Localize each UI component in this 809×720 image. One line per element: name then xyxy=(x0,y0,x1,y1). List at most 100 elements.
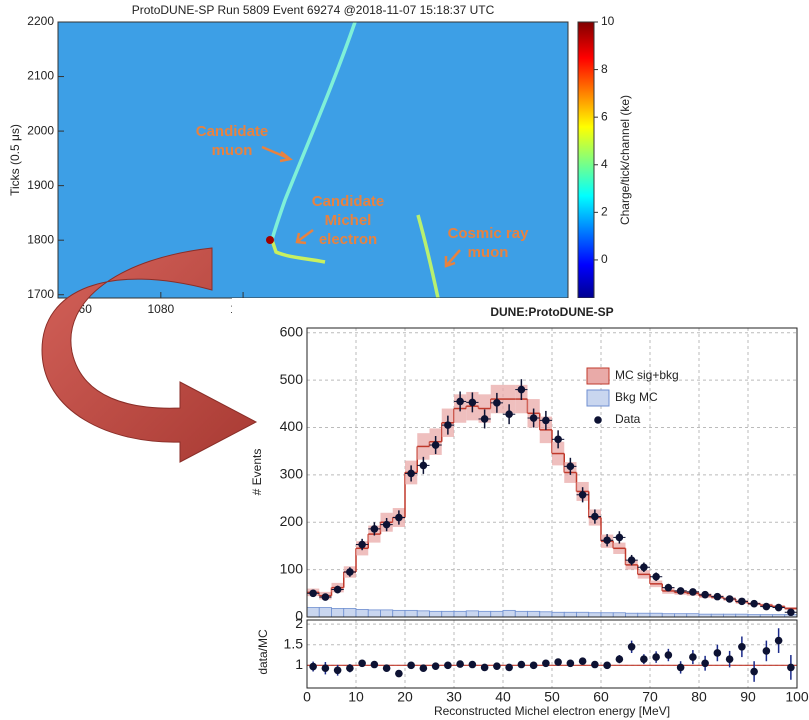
annotation: muon xyxy=(468,244,509,261)
colorbar-tick-label: 2 xyxy=(601,205,608,219)
data-point xyxy=(578,490,587,499)
ratio-point xyxy=(640,655,648,663)
y-tick-label: 1900 xyxy=(27,178,54,192)
bragg-peak xyxy=(266,236,274,244)
bkg-bar xyxy=(551,611,565,618)
data-point xyxy=(419,461,428,470)
ratio-point xyxy=(713,649,722,657)
data-point xyxy=(664,583,673,592)
x-tick-label: 60 xyxy=(593,689,609,705)
y-tick-label: 500 xyxy=(280,371,304,387)
bkg-bar xyxy=(465,610,479,618)
ratio-point xyxy=(774,636,783,645)
y-tick-label: 300 xyxy=(280,466,304,482)
bkg-bar xyxy=(539,611,553,618)
event-display: ProtoDUNE-SP Run 5809 Event 69274 @2018-… xyxy=(8,3,632,316)
annotation-arrow xyxy=(261,145,293,163)
muon-track xyxy=(270,21,357,241)
ratio-point xyxy=(542,659,550,668)
ratio-point xyxy=(321,664,330,673)
data-point xyxy=(529,414,538,422)
data-point xyxy=(591,512,599,521)
data-point xyxy=(505,410,513,419)
x-axis-label: Reconstructed Michel electron energy [Me… xyxy=(434,704,670,718)
legend-marker xyxy=(594,416,602,424)
x-tick-label: 80 xyxy=(691,689,707,705)
ratio-point xyxy=(431,662,440,670)
ratio-point xyxy=(444,661,452,670)
ratio-point xyxy=(603,661,611,670)
legend-label: MC sig+bkg xyxy=(615,368,679,382)
x-tick-label: 0 xyxy=(303,689,311,705)
x-tick-label: 50 xyxy=(544,689,560,705)
ratio-point xyxy=(689,653,697,661)
data-point xyxy=(444,421,452,429)
data-point xyxy=(395,513,403,522)
bkg-bar xyxy=(563,611,577,618)
ratio-point xyxy=(750,667,758,676)
ratio-point xyxy=(652,653,660,661)
bkg-bar xyxy=(392,609,406,618)
bkg-bar xyxy=(637,612,651,618)
y-tick-label: 2100 xyxy=(27,69,54,83)
ratio-point xyxy=(333,666,342,675)
bkg-bar xyxy=(600,612,614,618)
data-point xyxy=(554,435,562,444)
x-tick-label: 30 xyxy=(446,689,462,705)
ratio-point xyxy=(456,660,464,668)
chart-title: DUNE:ProtoDUNE-SP xyxy=(490,305,613,319)
data-point xyxy=(370,525,379,533)
y-axis-label: # Events xyxy=(250,449,264,496)
bkg-bar xyxy=(453,610,467,618)
colorbar-tick-label: 6 xyxy=(601,109,608,123)
transition-arrow xyxy=(41,247,258,463)
ratio-point xyxy=(358,659,366,668)
y-tick-label: 400 xyxy=(280,418,304,434)
data-point xyxy=(701,590,709,599)
x-tick-label: 90 xyxy=(740,689,756,705)
x-tick-label: 20 xyxy=(397,689,413,705)
bkg-bar xyxy=(441,610,455,618)
annotation-arrow xyxy=(444,249,461,268)
data-point xyxy=(615,533,624,542)
annotation: Cosmic ray xyxy=(448,225,530,242)
data-point xyxy=(480,415,489,423)
ratio-point xyxy=(517,660,526,669)
legend-label: Data xyxy=(615,412,641,426)
x-tick-label: 10 xyxy=(348,689,364,705)
y-tick-label: 200 xyxy=(280,513,304,529)
ratio-point xyxy=(725,655,734,663)
bkg-bar xyxy=(576,611,590,618)
x-tick-label: 1080 xyxy=(147,302,174,316)
data-point xyxy=(431,441,440,449)
plot-frame xyxy=(306,327,798,618)
ratio-point xyxy=(468,660,477,669)
bkg-bar xyxy=(355,609,369,618)
ratio-tick-label: 1 xyxy=(295,656,303,672)
ratio-point xyxy=(787,663,795,672)
annotation: Candidate xyxy=(312,193,385,210)
data-point xyxy=(689,588,697,596)
data-point xyxy=(652,572,660,581)
ratio-point xyxy=(566,659,575,668)
michel-track xyxy=(270,239,326,264)
legend-swatch xyxy=(586,389,610,407)
data-point xyxy=(468,398,477,407)
bkg-bar xyxy=(490,610,504,618)
annotation: Michel xyxy=(325,212,372,229)
data-point xyxy=(738,597,746,606)
ratio-point xyxy=(578,657,587,666)
y-tick-label: 600 xyxy=(280,323,304,339)
data-point xyxy=(321,593,330,601)
data-point xyxy=(603,536,611,545)
data-point xyxy=(456,397,464,406)
ratio-point xyxy=(382,664,391,673)
ratio-point xyxy=(505,663,513,672)
colorbar-tick-label: 0 xyxy=(601,252,608,266)
ratio-point xyxy=(346,664,354,673)
bkg-bar xyxy=(649,612,663,618)
ratio-point xyxy=(395,669,403,678)
ratio-point xyxy=(480,663,489,672)
ratio-point xyxy=(627,642,636,651)
